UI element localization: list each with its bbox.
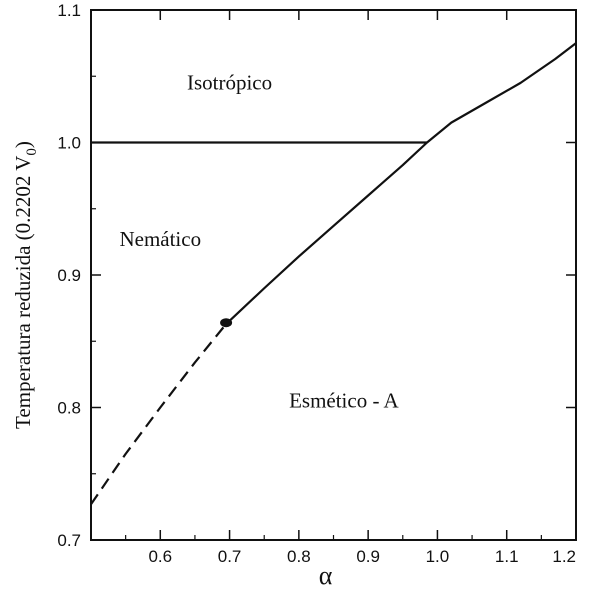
y-axis-title-close: ) [11,141,35,148]
x-axis-title: α [319,561,333,590]
x-tick-label: 0.9 [356,547,380,566]
y-axis-title-subscript: 0 [24,148,40,156]
x-tick-label: 1.0 [426,547,450,566]
series-line-3 [90,323,227,505]
x-tick-label: 0.7 [218,547,242,566]
points-layer [220,318,233,328]
plot-frame [90,9,577,541]
x-tick-label: 0.8 [287,547,311,566]
series-line-2 [225,42,577,325]
x-tick-label: 1.2 [552,547,576,566]
y-tick-label: 0.8 [57,399,81,418]
y-axis-ticks: 0.7 0.8 0.9 1.0 1.1 [57,1,576,550]
x-axis-ticks: 0.6 0.7 0.8 0.9 1.0 1.1 1.2 [125,10,577,566]
region-label: Esmético - A [289,389,399,413]
annotation-layer: Isotrópico Nemático Esmético - A [119,71,399,413]
region-label: Isotrópico [187,71,272,95]
region-label: Nemático [119,227,201,251]
critical-point [220,318,233,328]
y-tick-label: 0.7 [57,531,81,550]
y-axis-title: Temperatura reduzida (0.2202 V0) [11,141,40,429]
x-tick-label: 1.1 [495,547,519,566]
y-tick-label: 0.9 [57,266,81,285]
y-axis-title-main: Temperatura reduzida (0.2202 V [11,156,35,429]
y-tick-label: 1.0 [57,134,81,153]
x-tick-label: 0.6 [148,547,172,566]
series-layer [90,42,577,505]
y-tick-label: 1.1 [57,1,81,20]
